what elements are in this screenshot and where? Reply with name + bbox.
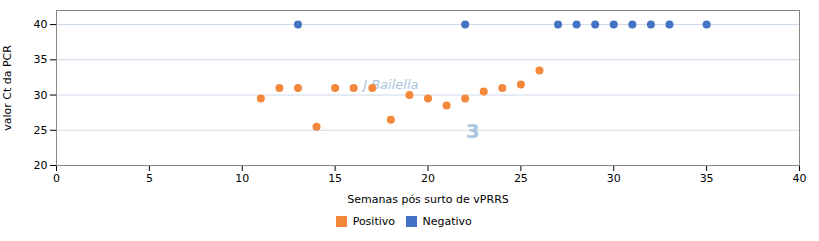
svg-text:35: 35 xyxy=(700,172,714,185)
svg-text:Semanas pós surto de vPRRS: Semanas pós surto de vPRRS xyxy=(347,193,509,206)
svg-text:40: 40 xyxy=(34,18,48,31)
svg-text:40: 40 xyxy=(793,172,807,185)
svg-text:25: 25 xyxy=(34,124,48,137)
svg-text:5: 5 xyxy=(146,172,153,185)
html-text:Negativo: Negativo xyxy=(422,215,472,228)
svg-text:0: 0 xyxy=(53,172,60,185)
svg-text:valor Ct da PCR: valor Ct da PCR xyxy=(1,45,14,131)
svg-text:15: 15 xyxy=(328,172,342,185)
html-text:Positivo: Positivo xyxy=(352,215,395,228)
svg-text:25: 25 xyxy=(514,172,528,185)
svg-text:20: 20 xyxy=(421,172,435,185)
svg-text:3: 3 xyxy=(466,119,480,143)
svg-text:30: 30 xyxy=(34,89,48,102)
svg-text:J Bailella: J Bailella xyxy=(360,77,418,92)
svg-text:10: 10 xyxy=(235,172,249,185)
svg-text:30: 30 xyxy=(607,172,621,185)
svg-text:20: 20 xyxy=(34,159,48,172)
svg-text:35: 35 xyxy=(34,53,48,66)
